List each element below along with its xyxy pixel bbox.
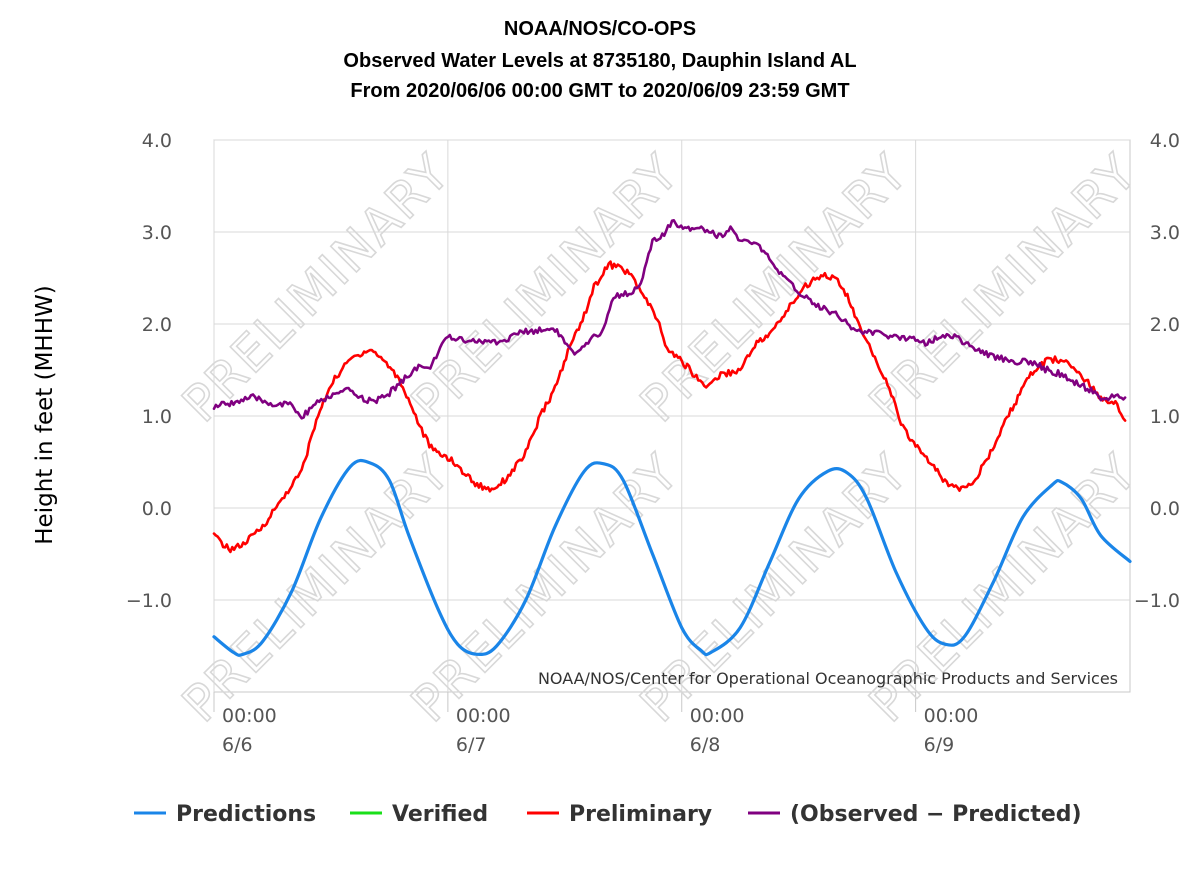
series-line-2 [212, 260, 1127, 554]
x-tick-date: 6/6 [222, 734, 253, 756]
y-axis-label: Height in feet (MHHW) [32, 285, 58, 544]
y-tick-label-left: 2.0 [142, 314, 172, 336]
x-tick-date: 6/9 [924, 734, 955, 756]
chart-title-line-2: Observed Water Levels at 8735180, Dauphi… [343, 50, 856, 72]
legend-label-1: Verified [392, 802, 488, 827]
x-tick-time: 00:00 [924, 705, 979, 727]
y-tick-label-right: −1.0 [1134, 590, 1180, 612]
y-tick-label-left: −1.0 [126, 590, 172, 612]
y-tick-label-right: 3.0 [1150, 222, 1180, 244]
y-tick-label-right: 4.0 [1150, 130, 1180, 152]
chart-title-line-1: NOAA/NOS/CO-OPS [504, 18, 696, 40]
y-tick-label-right: 2.0 [1150, 314, 1180, 336]
y-tick-label-left: 0.0 [142, 498, 172, 520]
series-layer [212, 219, 1132, 657]
x-tick-time: 00:00 [222, 705, 277, 727]
legend-label-2: Preliminary [569, 802, 712, 827]
y-tick-label-left: 4.0 [142, 130, 172, 152]
y-tick-label-left: 3.0 [142, 222, 172, 244]
chart-credit: NOAA/NOS/Center for Operational Oceanogr… [538, 669, 1118, 688]
chart-title-line-3: From 2020/06/06 00:00 GMT to 2020/06/09 … [350, 80, 849, 102]
legend: Predictions Verified Preliminary (Observed … [134, 802, 1082, 827]
legend-label-3: (Observed − Predicted) [790, 802, 1082, 827]
series-line-0 [212, 458, 1132, 657]
y-tick-label-right: 0.0 [1150, 498, 1180, 520]
x-tick-time: 00:00 [690, 705, 745, 727]
x-tick-date: 6/8 [690, 734, 721, 756]
y-tick-labels-left: 4.0 3.0 2.0 1.0 0.0 −1.0 [126, 130, 172, 612]
x-tick-date: 6/7 [456, 734, 487, 756]
grid-layer [213, 139, 1131, 712]
legend-label-0: Predictions [176, 802, 316, 827]
y-tick-label-left: 1.0 [142, 406, 172, 428]
y-tick-label-right: 1.0 [1150, 406, 1180, 428]
y-tick-labels-right: 4.0 3.0 2.0 1.0 0.0 −1.0 [1134, 130, 1180, 612]
series-line-3 [212, 219, 1127, 420]
x-tick-time: 00:00 [456, 705, 511, 727]
x-tick-labels: 00:00 6/6 00:00 6/7 00:00 6/8 00:00 6/9 [222, 705, 978, 756]
